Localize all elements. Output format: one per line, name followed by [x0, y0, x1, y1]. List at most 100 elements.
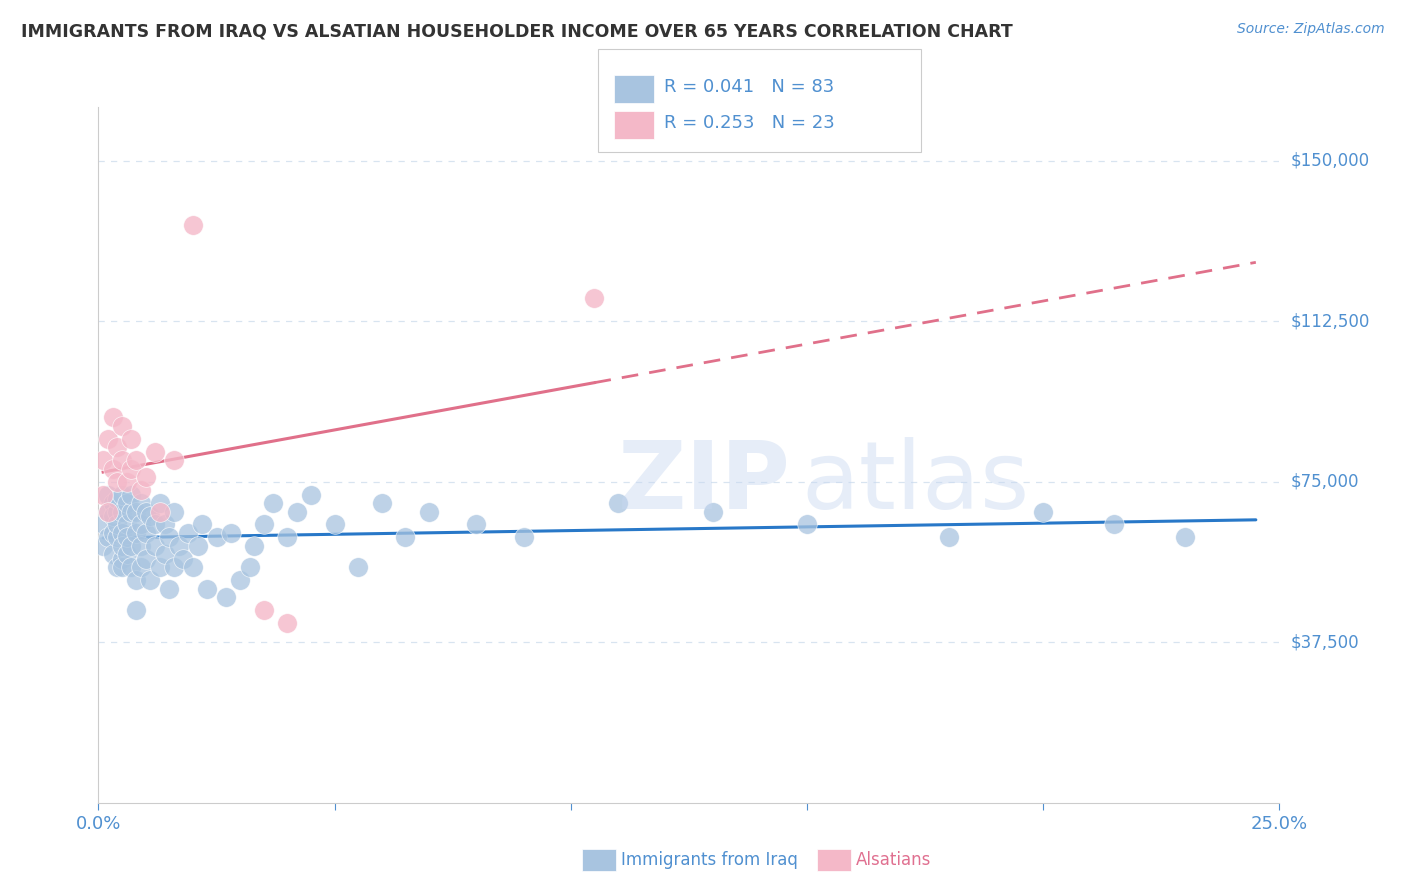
Text: R = 0.253   N = 23: R = 0.253 N = 23: [664, 114, 834, 132]
Point: [111, 539, 134, 553]
Point: [167, 539, 190, 553]
Text: Source: ZipAtlas.com: Source: ZipAtlas.com: [1237, 22, 1385, 37]
Point: [229, 573, 252, 587]
Point: [111, 560, 134, 574]
Point: [187, 539, 209, 553]
Point: [115, 548, 138, 562]
Text: R = 0.041   N = 83: R = 0.041 N = 83: [664, 78, 834, 96]
Point: [91, 539, 114, 553]
Point: [205, 530, 228, 544]
Point: [191, 517, 214, 532]
Point: [583, 291, 606, 305]
Point: [91, 453, 114, 467]
Point: [135, 551, 157, 566]
Point: [97, 505, 120, 519]
Point: [111, 453, 134, 467]
Point: [157, 530, 180, 544]
Point: [143, 517, 166, 532]
Point: [101, 462, 124, 476]
Point: [97, 530, 120, 544]
Point: [276, 530, 298, 544]
Point: [181, 560, 204, 574]
Point: [177, 526, 200, 541]
Point: [97, 487, 120, 501]
Point: [129, 560, 152, 574]
Point: [121, 539, 143, 553]
Point: [101, 548, 124, 562]
Point: [276, 615, 298, 630]
Y-axis label: Householder Income Over 65 years: Householder Income Over 65 years: [0, 313, 7, 597]
Point: [91, 517, 114, 532]
Point: [243, 539, 266, 553]
Point: [101, 508, 124, 523]
Point: [129, 539, 152, 553]
Point: [121, 432, 143, 446]
Point: [97, 432, 120, 446]
Point: [105, 517, 128, 532]
Point: [323, 517, 346, 532]
Point: [195, 582, 218, 596]
Point: [121, 462, 143, 476]
Point: [115, 496, 138, 510]
Point: [153, 517, 176, 532]
Point: [465, 517, 488, 532]
Text: IMMIGRANTS FROM IRAQ VS ALSATIAN HOUSEHOLDER INCOME OVER 65 YEARS CORRELATION CH: IMMIGRANTS FROM IRAQ VS ALSATIAN HOUSEHO…: [21, 22, 1012, 40]
Point: [1174, 530, 1197, 544]
Point: [139, 508, 162, 523]
Point: [702, 505, 724, 519]
Point: [105, 475, 128, 489]
Point: [149, 560, 172, 574]
Point: [105, 491, 128, 506]
Point: [121, 505, 143, 519]
Point: [135, 470, 157, 484]
Point: [1032, 505, 1054, 519]
Point: [163, 453, 186, 467]
Point: [157, 582, 180, 596]
Point: [105, 560, 128, 574]
Point: [111, 526, 134, 541]
Text: $75,000: $75,000: [1291, 473, 1360, 491]
Point: [172, 551, 194, 566]
Point: [115, 517, 138, 532]
Point: [111, 419, 134, 434]
Point: [262, 496, 284, 510]
Point: [143, 539, 166, 553]
Point: [219, 526, 242, 541]
Point: [371, 496, 394, 510]
Point: [796, 517, 818, 532]
Point: [129, 483, 152, 498]
Text: Immigrants from Iraq: Immigrants from Iraq: [621, 851, 799, 869]
Point: [253, 517, 276, 532]
Point: [607, 496, 630, 510]
Point: [938, 530, 960, 544]
Point: [105, 530, 128, 544]
Text: $112,500: $112,500: [1291, 312, 1369, 330]
Point: [418, 505, 440, 519]
Point: [105, 505, 128, 519]
Point: [111, 551, 134, 566]
Point: [115, 475, 138, 489]
Point: [253, 603, 276, 617]
Point: [111, 487, 134, 501]
Point: [149, 505, 172, 519]
Text: atlas: atlas: [801, 437, 1029, 529]
Point: [125, 603, 148, 617]
Point: [1102, 517, 1125, 532]
Point: [129, 496, 152, 510]
Text: Alsatians: Alsatians: [856, 851, 932, 869]
Point: [115, 530, 138, 544]
Point: [163, 505, 186, 519]
Point: [111, 505, 134, 519]
Point: [125, 453, 148, 467]
Point: [121, 560, 143, 574]
Point: [125, 526, 148, 541]
Text: $37,500: $37,500: [1291, 633, 1360, 651]
Point: [101, 526, 124, 541]
Point: [91, 487, 114, 501]
Point: [101, 496, 124, 510]
Point: [239, 560, 262, 574]
Point: [125, 573, 148, 587]
Point: [135, 526, 157, 541]
Point: [129, 517, 152, 532]
Point: [143, 444, 166, 458]
